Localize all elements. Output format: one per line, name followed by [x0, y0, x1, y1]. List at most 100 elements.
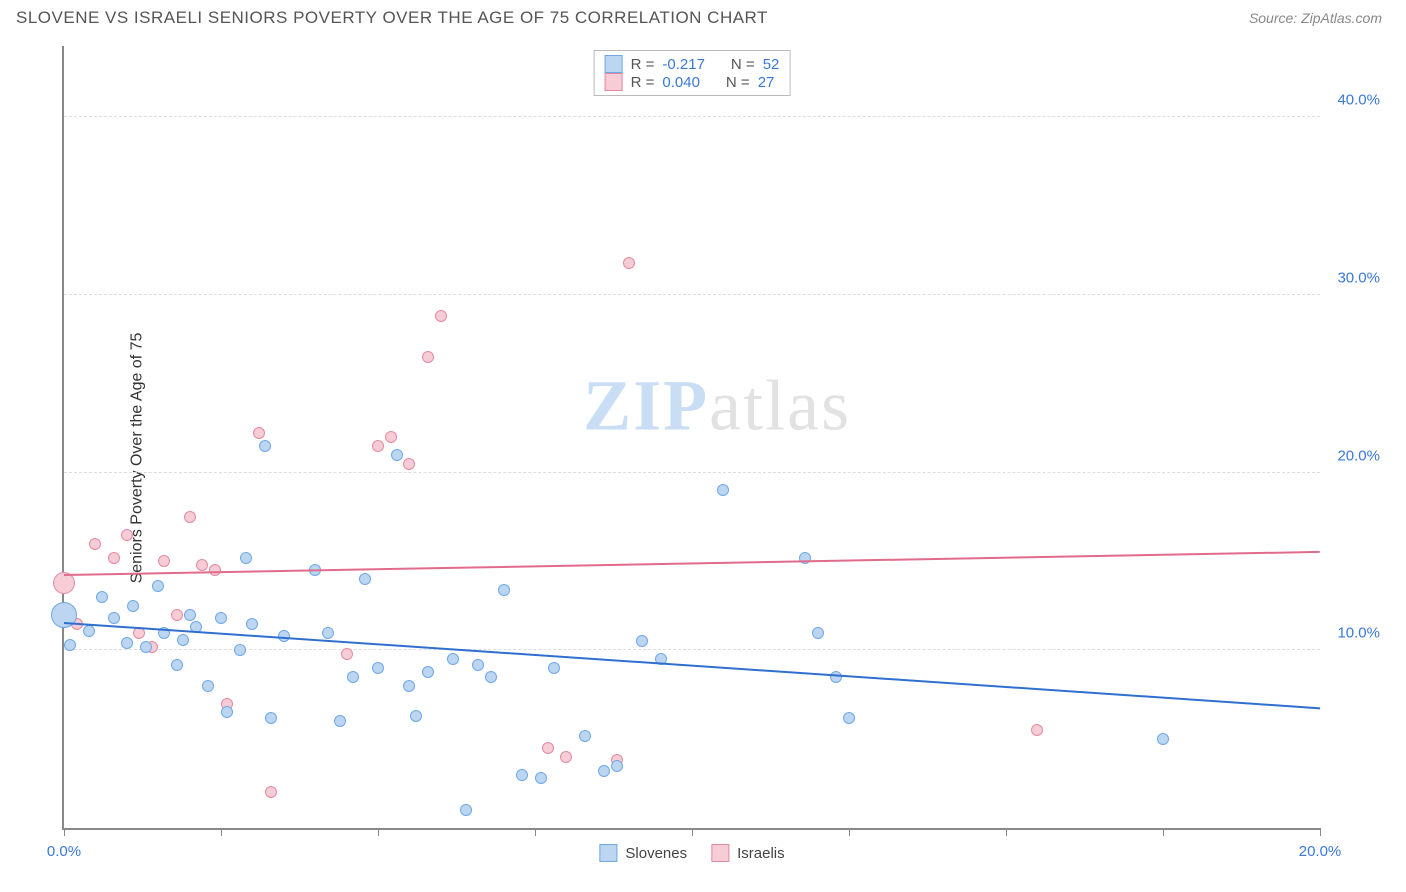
scatter-point-israelis: [184, 511, 196, 523]
scatter-point-slovenes: [221, 706, 233, 718]
swatch-israelis: [711, 844, 729, 862]
swatch-slovenes: [599, 844, 617, 862]
swatch-israelis: [605, 73, 623, 91]
scatter-point-slovenes: [240, 552, 252, 564]
r-value-slovenes: -0.217: [662, 56, 705, 73]
scatter-point-slovenes: [359, 573, 371, 585]
r-value-israelis: 0.040: [662, 74, 700, 91]
trend-line: [64, 551, 1320, 576]
scatter-point-israelis: [121, 529, 133, 541]
scatter-point-israelis: [1031, 724, 1043, 736]
chart-header: SLOVENE VS ISRAELI SENIORS POVERTY OVER …: [0, 0, 1406, 32]
scatter-point-israelis: [171, 609, 183, 621]
scatter-point-slovenes: [259, 440, 271, 452]
scatter-point-slovenes: [812, 627, 824, 639]
legend-item-slovenes: Slovenes: [599, 844, 687, 862]
plot-region: ZIPatlas R = -0.217 N = 52 R = 0.040 N =…: [62, 46, 1320, 830]
r-label: R =: [631, 56, 655, 73]
scatter-point-israelis: [89, 538, 101, 550]
ytick-label: 10.0%: [1337, 625, 1380, 642]
source-prefix: Source:: [1249, 10, 1301, 26]
scatter-point-slovenes: [460, 804, 472, 816]
scatter-point-slovenes: [64, 639, 76, 651]
scatter-point-slovenes: [322, 627, 334, 639]
gridline-h: [64, 116, 1320, 117]
scatter-point-israelis: [623, 257, 635, 269]
scatter-point-israelis: [372, 440, 384, 452]
scatter-point-israelis: [158, 555, 170, 567]
source-name: ZipAtlas.com: [1301, 10, 1382, 26]
scatter-point-slovenes: [472, 659, 484, 671]
chart-area: Seniors Poverty Over the Age of 75 ZIPat…: [16, 40, 1390, 876]
scatter-point-slovenes: [535, 772, 547, 784]
gridline-h: [64, 472, 1320, 473]
scatter-point-slovenes: [843, 712, 855, 724]
watermark: ZIPatlas: [583, 364, 851, 447]
watermark-bold: ZIP: [583, 365, 709, 445]
correlation-row-israelis: R = 0.040 N = 27: [605, 73, 780, 91]
scatter-point-israelis: [385, 431, 397, 443]
scatter-point-israelis: [422, 351, 434, 363]
xtick-label: 0.0%: [47, 843, 81, 860]
scatter-point-slovenes: [636, 635, 648, 647]
n-value-slovenes: 52: [763, 56, 780, 73]
gridline-h: [64, 294, 1320, 295]
xtick: [1320, 828, 1321, 836]
scatter-point-israelis: [265, 786, 277, 798]
scatter-point-israelis: [253, 427, 265, 439]
scatter-point-slovenes: [1157, 733, 1169, 745]
n-label: N =: [726, 74, 750, 91]
scatter-point-slovenes: [121, 637, 133, 649]
xtick: [535, 828, 536, 836]
scatter-point-slovenes: [184, 609, 196, 621]
scatter-point-slovenes: [422, 666, 434, 678]
scatter-point-slovenes: [717, 484, 729, 496]
scatter-point-israelis: [542, 742, 554, 754]
scatter-point-slovenes: [215, 612, 227, 624]
scatter-point-slovenes: [152, 580, 164, 592]
xtick-label: 20.0%: [1299, 843, 1342, 860]
xtick: [1163, 828, 1164, 836]
scatter-point-slovenes: [177, 634, 189, 646]
scatter-point-slovenes: [265, 712, 277, 724]
ytick-label: 40.0%: [1337, 92, 1380, 109]
r-label: R =: [631, 74, 655, 91]
scatter-point-israelis: [435, 310, 447, 322]
scatter-point-israelis: [560, 751, 572, 763]
gridline-h: [64, 649, 1320, 650]
correlation-legend: R = -0.217 N = 52 R = 0.040 N = 27: [594, 50, 791, 96]
swatch-slovenes: [605, 55, 623, 73]
scatter-point-slovenes: [516, 769, 528, 781]
trend-line: [64, 622, 1320, 709]
series-legend: Slovenes Israelis: [599, 844, 784, 862]
scatter-point-slovenes: [611, 760, 623, 772]
scatter-point-slovenes: [140, 641, 152, 653]
scatter-point-israelis: [196, 559, 208, 571]
scatter-point-slovenes: [391, 449, 403, 461]
xtick: [221, 828, 222, 836]
scatter-point-slovenes: [403, 680, 415, 692]
legend-label-slovenes: Slovenes: [625, 845, 687, 862]
scatter-point-slovenes: [372, 662, 384, 674]
watermark-rest: atlas: [709, 365, 851, 445]
chart-title: SLOVENE VS ISRAELI SENIORS POVERTY OVER …: [16, 8, 768, 28]
n-value-israelis: 27: [758, 74, 775, 91]
scatter-point-slovenes: [234, 644, 246, 656]
scatter-point-slovenes: [830, 671, 842, 683]
xtick: [378, 828, 379, 836]
scatter-point-slovenes: [598, 765, 610, 777]
scatter-point-israelis: [341, 648, 353, 660]
scatter-point-israelis: [108, 552, 120, 564]
scatter-point-slovenes: [202, 680, 214, 692]
ytick-label: 20.0%: [1337, 447, 1380, 464]
scatter-point-slovenes: [171, 659, 183, 671]
scatter-point-slovenes: [108, 612, 120, 624]
n-label: N =: [731, 56, 755, 73]
xtick: [1006, 828, 1007, 836]
scatter-point-slovenes: [246, 618, 258, 630]
correlation-row-slovenes: R = -0.217 N = 52: [605, 55, 780, 73]
scatter-point-slovenes: [96, 591, 108, 603]
scatter-point-slovenes: [498, 584, 510, 596]
xtick: [64, 828, 65, 836]
scatter-point-slovenes: [83, 625, 95, 637]
